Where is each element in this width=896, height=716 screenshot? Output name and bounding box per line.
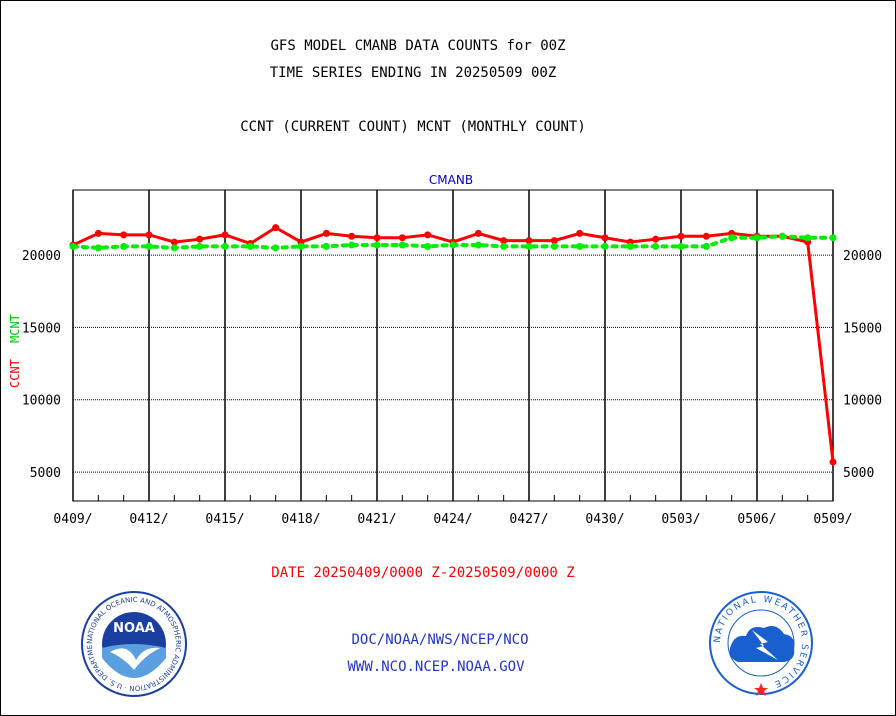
data-point-ccnt <box>170 238 178 246</box>
x-tick-label: 0427/ <box>509 512 548 527</box>
data-point-mcnt <box>373 241 381 249</box>
data-point-mcnt <box>601 242 609 250</box>
data-point-ccnt <box>550 237 558 245</box>
y-tick-label-right: 10000 <box>843 394 882 409</box>
x-tick-label: 0506/ <box>737 512 776 527</box>
data-point-mcnt <box>474 241 482 249</box>
data-point-ccnt <box>322 229 330 237</box>
data-point-mcnt <box>677 242 685 250</box>
x-tick-label: 0509/ <box>813 512 852 527</box>
data-point-mcnt <box>398 241 406 249</box>
x-tick-label: 0424/ <box>433 512 472 527</box>
data-point-ccnt <box>474 229 482 237</box>
data-point-mcnt <box>221 242 229 250</box>
data-point-mcnt <box>652 242 660 250</box>
data-point-ccnt <box>398 234 406 242</box>
data-point-mcnt <box>753 234 761 242</box>
chart-title-line1: GFS MODEL CMANB DATA COUNTS for 00Z <box>270 38 566 54</box>
data-point-mcnt <box>322 242 330 250</box>
data-point-mcnt <box>702 242 710 250</box>
data-point-mcnt <box>626 242 634 250</box>
data-point-mcnt <box>778 232 786 240</box>
data-point-mcnt <box>297 242 305 250</box>
data-point-ccnt <box>424 231 432 239</box>
data-point-ccnt <box>348 232 356 240</box>
data-point-mcnt <box>246 242 254 250</box>
x-tick-label: 0418/ <box>281 512 320 527</box>
y-tick-label-right: 20000 <box>843 249 882 264</box>
data-point-ccnt <box>373 234 381 242</box>
data-point-mcnt <box>94 244 102 252</box>
website-link[interactable]: WWW.NCO.NCEP.NOAA.GOV <box>347 659 525 675</box>
data-point-ccnt <box>576 229 584 237</box>
data-point-ccnt <box>652 235 660 243</box>
data-point-ccnt <box>525 237 533 245</box>
x-tick-label: 0503/ <box>661 512 700 527</box>
data-point-mcnt <box>728 234 736 242</box>
x-tick-label: 0409/ <box>53 512 92 527</box>
y-tick-label-right: 15000 <box>843 321 882 336</box>
nws-logo: NATIONAL WEATHER SERVICE <box>709 591 813 696</box>
data-point-ccnt <box>702 232 710 240</box>
y-tick-label-left: 10000 <box>22 394 61 409</box>
chart-subtitle: CCNT (CURRENT COUNT) MCNT (MONTHLY COUNT… <box>240 119 586 135</box>
data-point-ccnt <box>145 231 153 239</box>
y-axis-label-mcnt: MCNT <box>8 314 22 343</box>
data-point-mcnt <box>120 242 128 250</box>
data-point-mcnt <box>348 241 356 249</box>
data-point-mcnt <box>424 242 432 250</box>
data-point-ccnt <box>120 231 128 239</box>
org-path-label: DOC/NOAA/NWS/NCEP/NCO <box>351 632 529 648</box>
y-axis-label-ccnt: CCNT <box>8 359 22 388</box>
noaa-logo-text: NOAA <box>113 621 155 636</box>
data-point-mcnt <box>170 244 178 252</box>
data-point-mcnt <box>525 242 533 250</box>
y-tick-label-left: 20000 <box>22 249 61 264</box>
data-point-mcnt <box>500 242 508 250</box>
data-point-mcnt <box>69 242 77 250</box>
chart-title-line2: TIME SERIES ENDING IN 20250509 00Z <box>269 65 557 81</box>
data-point-mcnt <box>196 242 204 250</box>
x-tick-label: 0415/ <box>205 512 244 527</box>
plot-title: CMANB <box>429 173 473 187</box>
data-point-ccnt <box>272 224 280 232</box>
x-tick-label: 0412/ <box>129 512 168 527</box>
data-point-mcnt <box>550 242 558 250</box>
data-point-mcnt <box>829 234 837 242</box>
data-point-mcnt <box>804 234 812 242</box>
data-point-ccnt <box>196 235 204 243</box>
data-point-mcnt <box>576 242 584 250</box>
y-tick-label-left: 5000 <box>30 466 61 481</box>
data-point-ccnt <box>500 237 508 245</box>
data-point-mcnt <box>449 241 457 249</box>
x-tick-label: 0421/ <box>357 512 396 527</box>
data-point-ccnt <box>829 458 837 466</box>
data-point-ccnt <box>94 229 102 237</box>
x-tick-label: 0430/ <box>585 512 624 527</box>
noaa-logo: NATIONAL OCEANIC AND ATMOSPHERIC ADMINIS… <box>80 590 187 697</box>
data-point-ccnt <box>221 231 229 239</box>
data-point-mcnt <box>272 244 280 252</box>
data-point-mcnt <box>145 242 153 250</box>
date-range-label: DATE 20250409/0000 Z-20250509/0000 Z <box>271 565 575 581</box>
data-point-ccnt <box>677 232 685 240</box>
y-tick-label-right: 5000 <box>843 466 874 481</box>
y-tick-label-left: 15000 <box>22 321 61 336</box>
data-point-ccnt <box>601 234 609 242</box>
